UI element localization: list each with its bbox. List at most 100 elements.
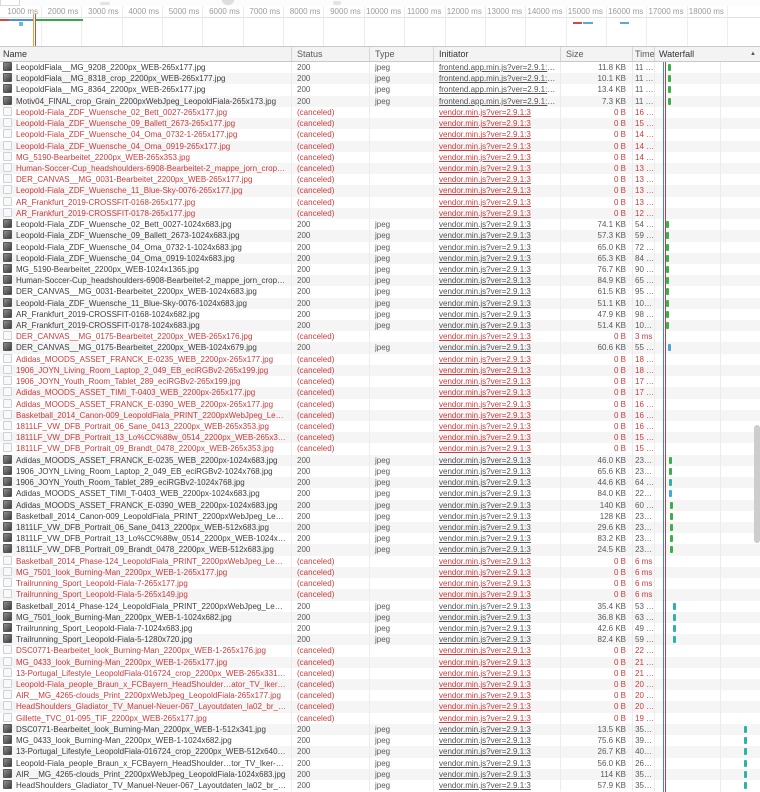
- table-row[interactable]: Adidas_MOODS_ASSET_FRANCK_E-0235_WEB_220…: [0, 353, 760, 365]
- table-row[interactable]: MG_7501_look_Burning-Man_2200px_WEB-1-26…: [0, 566, 760, 579]
- waterfall-bar[interactable]: [666, 243, 669, 251]
- waterfall-bar[interactable]: [670, 535, 673, 543]
- waterfall-bar[interactable]: [673, 613, 676, 621]
- table-row[interactable]: AR_Frankfurt_2019-CROSSFIT-0178-1024x683…: [0, 320, 760, 332]
- table-row[interactable]: 1811LF_VW_DFB_Portrait_06_Sane_0413_2200…: [0, 421, 760, 433]
- initiator-link[interactable]: vendor.min.js?ver=2.9.1:3: [439, 747, 531, 757]
- initiator-link[interactable]: vendor.min.js?ver=2.9.1:3: [439, 208, 531, 218]
- table-row[interactable]: Adidas_MOODS_ASSET_FRANCK_E-0235_WEB_220…: [0, 454, 760, 466]
- column-header-status[interactable]: Status: [292, 47, 370, 61]
- table-row[interactable]: Leopold-Fiala_ZDF_Wuensche_11_Blue-Sky-0…: [0, 185, 760, 197]
- initiator-link[interactable]: vendor.min.js?ver=2.9.1:3: [439, 107, 531, 117]
- initiator-link[interactable]: vendor.min.js?ver=2.9.1:3: [439, 130, 531, 140]
- initiator-link[interactable]: vendor.min.js?ver=2.9.1:3: [439, 522, 531, 532]
- initiator-link[interactable]: vendor.min.js?ver=2.9.1:3: [439, 579, 531, 589]
- initiator-link[interactable]: vendor.min.js?ver=2.9.1:3: [439, 736, 531, 746]
- waterfall-bar[interactable]: [744, 737, 747, 745]
- initiator-link[interactable]: frontend.app.min.js?ver=2.9.1:39: [439, 74, 557, 84]
- initiator-link[interactable]: vendor.min.js?ver=2.9.1:3: [439, 321, 531, 331]
- initiator-link[interactable]: vendor.min.js?ver=2.9.1:3: [439, 410, 531, 420]
- waterfall-bar[interactable]: [666, 254, 669, 262]
- table-row[interactable]: 1811LF_VW_DFB_Portrait_13_Lo%CC%88w_0514…: [0, 533, 760, 545]
- initiator-link[interactable]: vendor.min.js?ver=2.9.1:3: [439, 635, 531, 645]
- initiator-link[interactable]: vendor.min.js?ver=2.9.1:3: [439, 242, 531, 252]
- initiator-link[interactable]: vendor.min.js?ver=2.9.1:3: [439, 253, 531, 263]
- table-row[interactable]: Leopold-Fiala_people_Braun_x_FCBayern_He…: [0, 679, 760, 691]
- waterfall-bar[interactable]: [666, 310, 669, 318]
- initiator-link[interactable]: vendor.min.js?ver=2.9.1:3: [439, 332, 531, 342]
- table-row[interactable]: 1906_JOYN_Youth_Room_Tablet_289_eciRGBv2…: [0, 376, 760, 388]
- table-row[interactable]: Basketball_2014_Phase-124_LeopoldFiala_P…: [0, 600, 760, 612]
- sort-ascending-icon[interactable]: ▲: [750, 51, 756, 57]
- initiator-link[interactable]: vendor.min.js?ver=2.9.1:3: [439, 489, 531, 499]
- table-row[interactable]: Basketball_2014_Phase-124_LeopoldFiala_P…: [0, 555, 760, 567]
- table-row[interactable]: Leopold-Fiala_ZDF_Wuensche_04_Oma_0732-1…: [0, 129, 760, 141]
- table-row[interactable]: DER_CANVAS__MG_0175-Bearbeitet_2200px_WE…: [0, 331, 760, 343]
- initiator-link[interactable]: vendor.min.js?ver=2.9.1:3: [439, 354, 531, 364]
- initiator-link[interactable]: vendor.min.js?ver=2.9.1:3: [439, 668, 531, 678]
- waterfall-bar[interactable]: [744, 770, 747, 778]
- initiator-link[interactable]: frontend.app.min.js?ver=2.9.1:39: [439, 96, 557, 106]
- initiator-link[interactable]: vendor.min.js?ver=2.9.1:3: [439, 769, 531, 779]
- waterfall-bar[interactable]: [669, 479, 672, 487]
- initiator-link[interactable]: vendor.min.js?ver=2.9.1:3: [439, 612, 531, 622]
- waterfall-bar[interactable]: [670, 501, 673, 509]
- table-row[interactable]: LeopoldFiala__MG_8318_crop_2200px_WEB-26…: [0, 73, 760, 85]
- waterfall-bar[interactable]: [666, 299, 669, 307]
- initiator-link[interactable]: vendor.min.js?ver=2.9.1:3: [439, 119, 531, 129]
- table-row[interactable]: 1906_JOYN_Living_Room_Laptop_2_049_EB_ec…: [0, 364, 760, 377]
- initiator-link[interactable]: vendor.min.js?ver=2.9.1:3: [439, 702, 531, 712]
- table-row[interactable]: AIR__MG_4265-clouds_Print_2200pxWebJpeg_…: [0, 768, 760, 780]
- initiator-link[interactable]: vendor.min.js?ver=2.9.1:3: [439, 163, 531, 173]
- table-row[interactable]: Leopold-Fiala_ZDF_Wuensche_11_Blue-Sky-0…: [0, 297, 760, 309]
- initiator-link[interactable]: vendor.min.js?ver=2.9.1:3: [439, 623, 531, 633]
- initiator-link[interactable]: frontend.app.min.js?ver=2.9.1:39: [439, 63, 557, 72]
- initiator-link[interactable]: vendor.min.js?ver=2.9.1:3: [439, 422, 531, 431]
- waterfall-bar[interactable]: [668, 97, 671, 105]
- table-row[interactable]: DSC0771-Bearbeitet_look_Burning-Man_2200…: [0, 723, 760, 736]
- waterfall-bar[interactable]: [668, 344, 671, 352]
- initiator-link[interactable]: vendor.min.js?ver=2.9.1:3: [439, 141, 531, 151]
- waterfall-bar[interactable]: [669, 456, 672, 464]
- column-header-name[interactable]: Name: [0, 47, 292, 61]
- table-row[interactable]: Human-Soccer-Cup_headshoulders-6908-Bear…: [0, 162, 760, 175]
- waterfall-bar[interactable]: [670, 523, 673, 531]
- initiator-link[interactable]: vendor.min.js?ver=2.9.1:3: [439, 455, 531, 465]
- table-row[interactable]: Leopold-Fiala_people_Braun_x_FCBayern_He…: [0, 757, 760, 769]
- table-row[interactable]: 1906_JOYN_Youth_Room_Tablet_289_eciRGBv2…: [0, 477, 760, 489]
- waterfall-bar[interactable]: [744, 748, 747, 756]
- waterfall-bar[interactable]: [668, 64, 671, 71]
- table-row[interactable]: Leopold-Fiala_ZDF_Wuensche_09_Ballett_26…: [0, 118, 760, 130]
- initiator-link[interactable]: vendor.min.js?ver=2.9.1:3: [439, 758, 531, 768]
- initiator-link[interactable]: vendor.min.js?ver=2.9.1:3: [439, 298, 531, 308]
- vertical-scrollbar-thumb[interactable]: [754, 425, 760, 543]
- table-row[interactable]: AR_Frankfurt_2019-CROSSFIT-0168-265x177.…: [0, 196, 760, 208]
- initiator-link[interactable]: vendor.min.js?ver=2.9.1:3: [439, 646, 531, 656]
- waterfall-bar[interactable]: [666, 232, 669, 240]
- initiator-link[interactable]: vendor.min.js?ver=2.9.1:3: [439, 567, 531, 577]
- initiator-link[interactable]: vendor.min.js?ver=2.9.1:3: [439, 500, 531, 510]
- waterfall-bar[interactable]: [669, 490, 672, 498]
- table-row[interactable]: HeadShoulders_Gladiator_TV_Manuel-Neuer-…: [0, 780, 760, 792]
- initiator-link[interactable]: vendor.min.js?ver=2.9.1:3: [439, 365, 531, 375]
- table-row[interactable]: 1811LF_VW_DFB_Portrait_13_Lo%CC%88w_0514…: [0, 432, 760, 444]
- table-row[interactable]: Adidas_MOODS_ASSET_FRANCK_E-0390_WEB_220…: [0, 398, 760, 410]
- table-row[interactable]: Gillette_TVC_01-095_TIF_2200px_WEB-265x1…: [0, 712, 760, 724]
- initiator-link[interactable]: vendor.min.js?ver=2.9.1:3: [439, 197, 531, 207]
- table-row[interactable]: MG_5190-Bearbeitet_2200px_WEB-265x353.jp…: [0, 151, 760, 163]
- column-header-type[interactable]: Type: [370, 47, 434, 61]
- initiator-link[interactable]: vendor.min.js?ver=2.9.1:3: [439, 388, 531, 398]
- initiator-link[interactable]: vendor.min.js?ver=2.9.1:3: [439, 590, 531, 600]
- table-row[interactable]: DER_CANVAS__MG_0031-Bearbeitet_2200px_WE…: [0, 174, 760, 186]
- table-row[interactable]: MG_0433_look_Burning-Man_2200px_WEB-1-10…: [0, 735, 760, 747]
- initiator-link[interactable]: vendor.min.js?ver=2.9.1:3: [439, 511, 531, 521]
- column-header-waterfall[interactable]: Waterfall ▲: [655, 47, 760, 61]
- initiator-link[interactable]: vendor.min.js?ver=2.9.1:3: [439, 433, 531, 443]
- table-row[interactable]: 1811LF_VW_DFB_Portrait_06_Sane_0413_2200…: [0, 521, 760, 534]
- table-row[interactable]: HeadShoulders_Gladiator_TV_Manuel-Neuer-…: [0, 701, 760, 713]
- waterfall-bar[interactable]: [668, 86, 671, 94]
- table-row[interactable]: MG_7501_look_Burning-Man_2200px_WEB-1-10…: [0, 611, 760, 623]
- waterfall-bar[interactable]: [673, 602, 676, 610]
- table-row[interactable]: Trailrunning_Sport_Leopold-Fiala-7-265x1…: [0, 578, 760, 590]
- table-row[interactable]: AIR__MG_4265-clouds_Print_2200pxWebJpeg_…: [0, 690, 760, 702]
